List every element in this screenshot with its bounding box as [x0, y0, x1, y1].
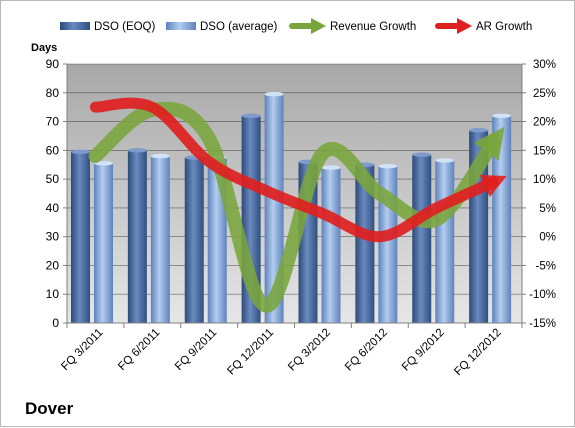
y-left-tick-label: 80: [46, 86, 60, 100]
bar-top-dso-eoq: [469, 127, 489, 133]
company-name: Dover: [25, 399, 74, 418]
x-tick-label: FQ 6/2012: [343, 327, 390, 374]
y-left-tick-label: 50: [46, 172, 60, 186]
legend-label-ar-growth: AR Growth: [476, 21, 532, 33]
y-right-tick-label: -10%: [529, 289, 556, 301]
y-left-tick-label: 30: [46, 230, 60, 244]
x-tick-label: FQ 3/2012: [286, 327, 333, 374]
bar-dso-average: [435, 160, 455, 323]
bars: [71, 92, 512, 323]
bar-top-dso-average: [378, 163, 398, 169]
bar-top-dso-average: [264, 92, 284, 97]
y-right-tick-label: 10%: [533, 174, 556, 186]
bar-top-dso-average: [321, 165, 341, 170]
bar-top-dso-average: [435, 158, 455, 163]
y-right-tick-label: -5%: [536, 260, 556, 272]
x-tick-label: FQ 6/2011: [116, 327, 162, 373]
bar-dso-eoq: [184, 157, 204, 323]
legend-label-dso-average: DSO (average): [200, 21, 278, 33]
legend-swatch-dso-average: [166, 22, 196, 30]
legend-swatch-revenue-growth: [289, 18, 326, 34]
legend-swatch-dso-eoq: [60, 22, 90, 30]
y-left-tick-label: 40: [46, 201, 60, 215]
bar-top-dso-eoq: [241, 113, 261, 119]
bar-dso-average: [264, 94, 284, 323]
bar-dso-eoq: [412, 154, 432, 323]
x-tick-label: FQ 12/2012: [452, 327, 503, 378]
y-right-tick-label: -15%: [529, 318, 556, 330]
x-tick-label: FQ 3/2011: [59, 327, 105, 373]
bar-top-dso-eoq: [71, 149, 90, 154]
bar-dso-eoq: [355, 164, 375, 323]
bar-dso-average: [492, 115, 512, 323]
bar-dso-eoq: [127, 150, 147, 323]
bar-dso-average: [94, 163, 113, 323]
y-left-tick-label: 70: [46, 115, 60, 129]
y-right-tick-label: 25%: [533, 88, 556, 100]
x-tick-label: FQ 9/2011: [173, 327, 219, 373]
y-left-tick-label: 0: [52, 316, 59, 330]
y-left-axis-label: Days: [31, 42, 57, 54]
bar-top-dso-average: [492, 113, 512, 119]
y-right-tick-label: 15%: [533, 145, 556, 157]
y-right-tick-label: 20%: [533, 117, 556, 129]
y-right-tick-label: 5%: [539, 203, 556, 215]
x-tick-label: FQ 12/2011: [225, 327, 276, 378]
y-left-tick-label: 90: [46, 57, 60, 71]
legend-label-revenue-growth: Revenue Growth: [330, 21, 416, 33]
bar-dso-average: [150, 156, 170, 323]
x-tick-label: FQ 9/2012: [400, 327, 447, 374]
bar-top-dso-average: [150, 153, 170, 159]
legend-label-dso-eoq: DSO (EOQ): [94, 21, 156, 33]
y-left-tick-label: 60: [46, 143, 60, 157]
bar-top-dso-eoq: [412, 152, 432, 157]
legend: DSO (EOQ) DSO (average) Revenue Growth A…: [60, 18, 532, 34]
bar-dso-eoq: [71, 151, 90, 323]
bar-top-dso-eoq: [127, 148, 147, 153]
y-left-tick-label: 20: [46, 258, 60, 272]
bar-dso-average: [321, 167, 341, 323]
line-ar-growth: [89, 97, 507, 243]
y-right-tick-label: 30%: [533, 59, 556, 71]
y-right-tick-label: 0%: [539, 232, 556, 244]
growth-lines: [88, 97, 507, 313]
y-left-tick-label: 10: [46, 287, 60, 301]
legend-swatch-ar-growth: [435, 18, 472, 34]
